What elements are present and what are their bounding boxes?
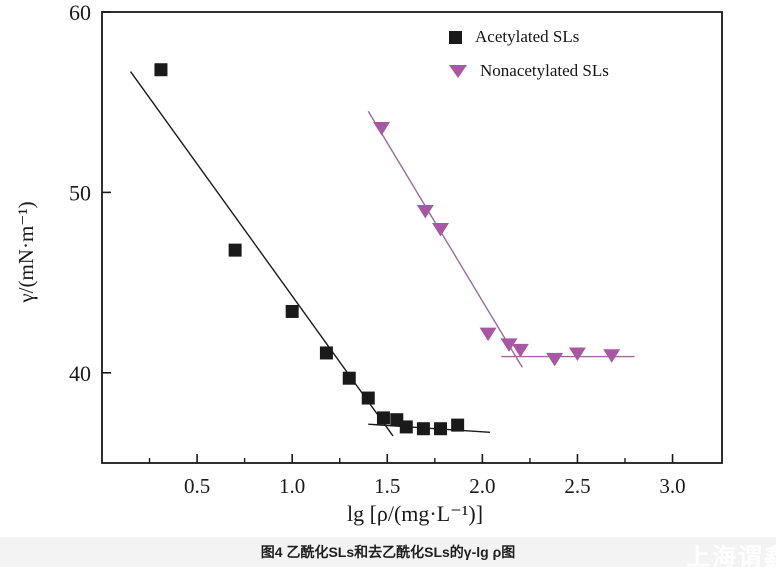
data-point-triangle — [603, 349, 621, 363]
y-axis-label: γ/(mN·m⁻¹) — [14, 201, 38, 303]
legend: Acetylated SLs Nonacetylated SLs — [449, 27, 609, 81]
x-axis-label: lg [ρ/(mg·L⁻¹)] — [347, 501, 483, 526]
fit-line — [367, 110, 523, 368]
data-point-triangle — [416, 204, 434, 219]
square-marker-icon — [449, 30, 462, 44]
data-point-square — [451, 418, 465, 432]
data-point-square — [285, 304, 299, 318]
caption-strip: 图4 乙酰化SLs和去乙酰化SLs的γ-lg ρ图 上海谓鑫 — [0, 537, 776, 567]
data-point-square — [228, 243, 242, 257]
data-point-triangle — [568, 347, 586, 361]
x-tick-label: 1.5 — [374, 474, 400, 498]
data-point-square — [319, 346, 333, 360]
data-point-triangle — [546, 352, 564, 367]
legend-item-nonacetylated: Nonacetylated SLs — [449, 61, 609, 81]
series-acetylated-sls — [154, 63, 465, 436]
x-tick-label: 2.0 — [469, 474, 495, 498]
data-point-square — [434, 422, 448, 436]
y-tick-label: 50 — [69, 180, 91, 205]
x-axis-ticks: 0.5 1.0 1.5 2.0 2.5 3.0 — [148, 454, 686, 498]
x-tick-label: 1.0 — [279, 474, 305, 498]
plot-frame — [101, 11, 723, 464]
watermark: 上海谓鑫 — [686, 544, 776, 567]
data-point-triangle — [511, 343, 529, 358]
plot-svg: 0.5 1.0 1.5 2.0 2.5 3.0 40 50 60 lg [ρ/(mg·L⁻¹)] γ… — [14, 0, 723, 526]
data-point-square — [399, 420, 413, 434]
data-point-square — [361, 391, 375, 405]
figure-caption: 图4 乙酰化SLs和去乙酰化SLs的γ-lg ρ图 — [260, 544, 516, 560]
legend-item-acetylated: Acetylated SLs — [449, 27, 609, 47]
y-tick-label: 60 — [69, 0, 91, 25]
triangle-down-marker-icon — [449, 64, 467, 78]
data-point-square — [376, 411, 390, 425]
data-point-triangle — [373, 121, 391, 136]
data-point-square — [154, 63, 168, 77]
data-point-square — [342, 371, 356, 385]
chart: 0.5 1.0 1.5 2.0 2.5 3.0 40 50 60 lg [ρ/(mg·L⁻¹)] γ… — [14, 0, 723, 526]
x-tick-label: 2.5 — [564, 474, 590, 498]
data-point-triangle — [432, 222, 450, 237]
y-tick-label: 40 — [69, 361, 91, 386]
data-point-triangle — [479, 327, 497, 342]
x-tick-label: 0.5 — [184, 474, 210, 498]
series-nonacetylated-sls — [373, 121, 621, 367]
legend-label-nonacetylated: Nonacetylated SLs — [480, 61, 609, 80]
data-point-square — [416, 422, 430, 436]
x-tick-label: 3.0 — [659, 474, 685, 498]
legend-label-acetylated: Acetylated SLs — [475, 27, 580, 46]
y-axis-ticks: 40 50 60 — [69, 0, 111, 386]
data-point-triangle — [500, 338, 518, 352]
